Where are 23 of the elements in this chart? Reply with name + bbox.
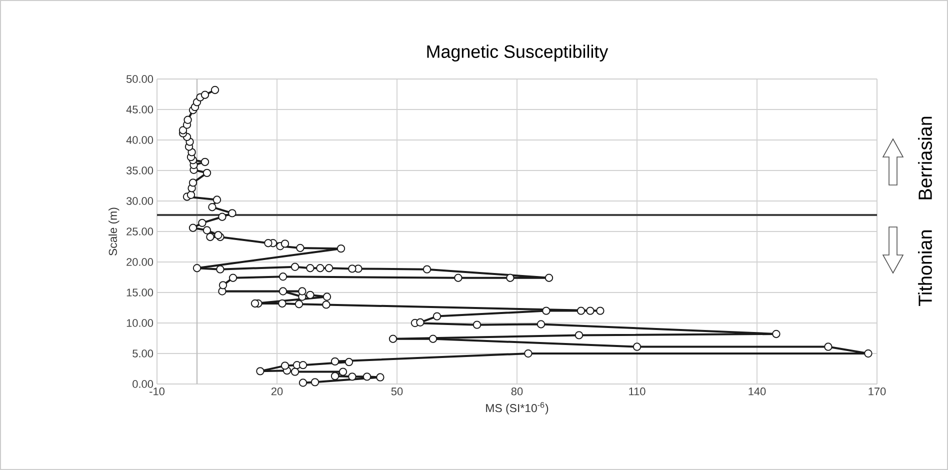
x-tick-label: -10 [150,388,164,396]
y-tick-label: 0.00 [132,380,154,388]
x-tick-label: 20 [271,388,283,396]
x-tick-label: 110 [629,388,646,396]
text: Berriasian [918,116,932,200]
text: Tithonian [918,230,932,306]
x-axis-title: MS (SI*10$^{-6}$) [486,402,548,414]
y-tick-label: 25.00 [126,228,154,236]
y-tick-label: 50.00 [126,75,154,83]
y-tick-label: 45.00 [126,106,154,114]
y-tick-label: 35.00 [126,166,154,174]
y-axis-title: Scale (m) [108,208,120,256]
y-tick-label: 5.00 [132,350,154,358]
y-tick-label: 30.00 [126,197,154,205]
x-tick-label: 140 [748,388,766,396]
x-tick-label: 50 [391,388,403,396]
y-tick-label: 40.00 [126,136,154,144]
x-tick-label: 80 [511,388,523,396]
y-tick-label: 10.00 [126,319,154,327]
chart-title: Magnetic Susceptibility [427,44,608,62]
x-tick-label: 170 [868,388,886,396]
y-tick-label: 15.00 [126,288,154,296]
y-tick-label: 20.00 [126,258,154,266]
